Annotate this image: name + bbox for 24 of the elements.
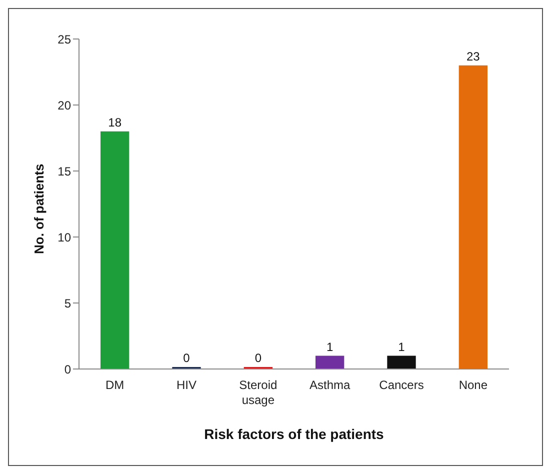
- data-label: 0: [183, 351, 190, 365]
- y-axis-title: No. of patients: [32, 164, 47, 254]
- bar: [100, 131, 130, 369]
- y-tick-label: 5: [64, 296, 72, 310]
- y-tick-label: 15: [58, 164, 72, 178]
- data-label: 23: [466, 49, 480, 64]
- x-tick-label: Cancers: [379, 378, 424, 392]
- y-tick-label: 20: [58, 98, 72, 112]
- data-label: 1: [398, 340, 406, 354]
- y-tick-label: 10: [58, 230, 72, 244]
- x-tick-label: Asthma: [309, 378, 350, 392]
- x-tick-label: DM: [105, 378, 124, 392]
- bar: [387, 356, 416, 369]
- x-tick-label: None: [458, 378, 488, 392]
- data-label: 18: [108, 115, 122, 130]
- y-tick-label: 25: [58, 32, 72, 46]
- bar: [316, 356, 344, 369]
- x-axis-title: Risk factors of the patients: [204, 426, 384, 442]
- data-label: 0: [254, 351, 262, 365]
- y-tick-label: 0: [64, 362, 72, 376]
- x-tick-label: Steroid usage: [239, 378, 278, 407]
- x-tick-label: HIV: [176, 378, 197, 392]
- data-label: 1: [326, 340, 334, 354]
- bar: [458, 65, 488, 369]
